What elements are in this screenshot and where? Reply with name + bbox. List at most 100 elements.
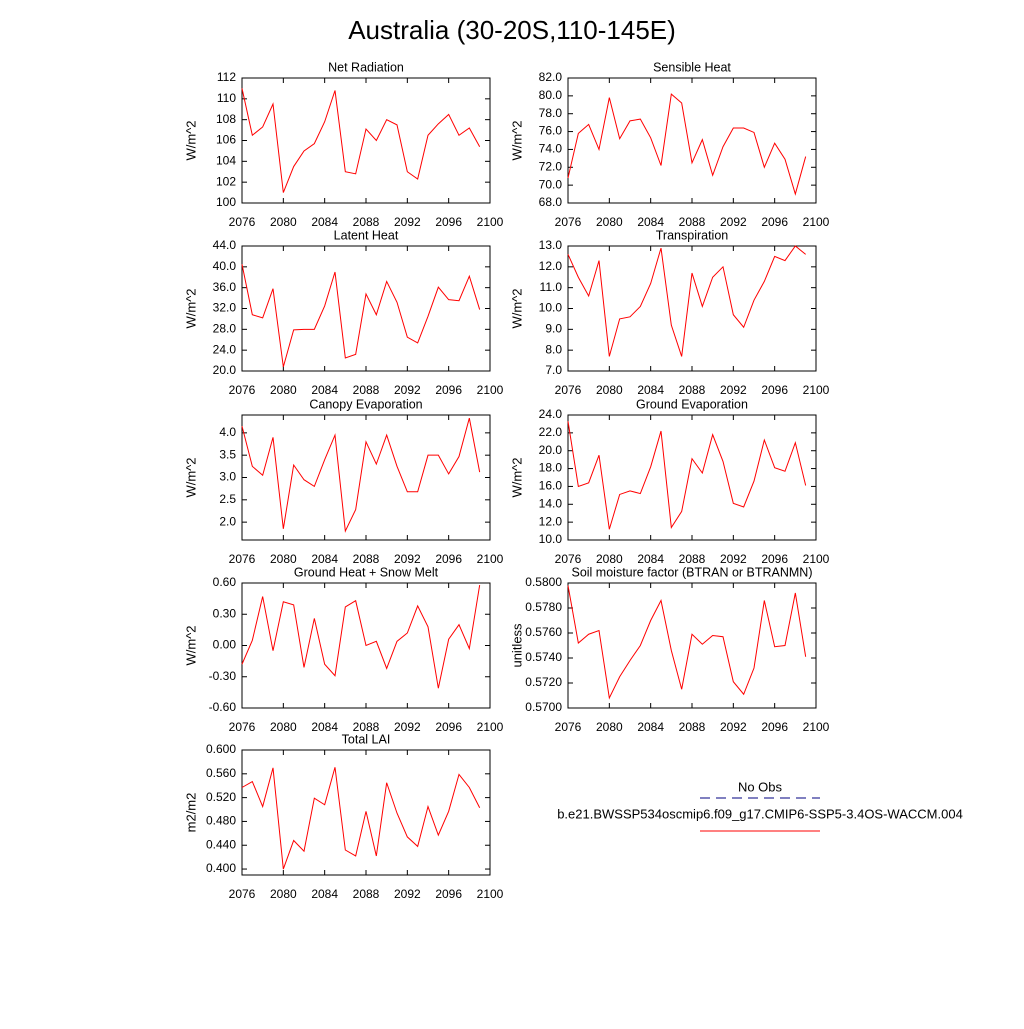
y-tick-label: 0.560 bbox=[206, 766, 236, 780]
y-tick-label: 0.480 bbox=[206, 814, 236, 828]
x-tick-label: 2080 bbox=[270, 552, 297, 566]
x-tick-label: 2100 bbox=[477, 215, 504, 229]
x-tick-label: 2096 bbox=[761, 720, 788, 734]
y-tick-label: 68.0 bbox=[539, 195, 563, 209]
x-tick-label: 2088 bbox=[679, 215, 706, 229]
plot-frame bbox=[567, 582, 817, 709]
x-tick-label: 2088 bbox=[353, 215, 380, 229]
y-tick-label: 18.0 bbox=[539, 461, 563, 475]
y-tick-label: 0.5800 bbox=[525, 575, 562, 589]
y-tick-label: 104 bbox=[216, 154, 236, 168]
data-line bbox=[241, 264, 481, 367]
y-tick-label: 102 bbox=[216, 174, 236, 188]
x-tick-label: 2088 bbox=[353, 383, 380, 397]
x-tick-label: 2084 bbox=[311, 383, 338, 397]
panel-title: Ground Evaporation bbox=[636, 397, 748, 411]
x-tick-label: 2084 bbox=[637, 215, 664, 229]
plot-frame bbox=[241, 245, 491, 372]
y-tick-label: 44.0 bbox=[213, 238, 237, 252]
data-line bbox=[567, 421, 807, 530]
plot-frame bbox=[241, 77, 491, 204]
y-tick-label: 10.0 bbox=[539, 301, 563, 315]
y-tick-label: 12.0 bbox=[539, 259, 563, 273]
legend-label: No Obs bbox=[738, 779, 783, 794]
y-tick-label: 24.0 bbox=[539, 407, 563, 421]
x-tick-label: 2092 bbox=[720, 552, 747, 566]
y-tick-label: -0.60 bbox=[209, 700, 237, 714]
y-tick-label: 72.0 bbox=[539, 159, 563, 173]
y-tick-label: 20.0 bbox=[213, 363, 237, 377]
y-tick-label: 0.5740 bbox=[525, 650, 562, 664]
panel-title: Transpiration bbox=[656, 228, 729, 242]
y-tick-label: 0.5700 bbox=[525, 700, 562, 714]
y-axis-label: W/m^2 bbox=[509, 457, 524, 497]
y-tick-label: 80.0 bbox=[539, 88, 563, 102]
plot-frame bbox=[567, 414, 817, 541]
x-tick-label: 2092 bbox=[394, 215, 421, 229]
y-tick-label: 32.0 bbox=[213, 301, 237, 315]
x-tick-label: 2100 bbox=[803, 383, 830, 397]
data-line bbox=[241, 418, 481, 533]
panel-title: Net Radiation bbox=[328, 60, 404, 74]
y-tick-label: 16.0 bbox=[539, 479, 563, 493]
y-tick-label: 24.0 bbox=[213, 342, 237, 356]
y-tick-label: 2.5 bbox=[219, 492, 236, 506]
x-tick-label: 2080 bbox=[596, 383, 623, 397]
x-tick-label: 2080 bbox=[596, 552, 623, 566]
y-tick-label: 0.60 bbox=[213, 575, 237, 589]
data-line bbox=[567, 245, 806, 357]
x-tick-label: 2076 bbox=[555, 720, 582, 734]
panel-title: Soil moisture factor (BTRAN or BTRANMN) bbox=[571, 565, 812, 579]
y-tick-label: 112 bbox=[217, 70, 236, 84]
x-tick-label: 2076 bbox=[229, 552, 256, 566]
y-tick-label: 13.0 bbox=[539, 238, 563, 252]
y-tick-label: 0.520 bbox=[206, 790, 236, 804]
y-tick-label: 22.0 bbox=[539, 425, 563, 439]
y-tick-label: 7.0 bbox=[545, 363, 562, 377]
y-tick-label: 36.0 bbox=[213, 280, 237, 294]
y-tick-label: 0.30 bbox=[213, 606, 237, 620]
y-tick-label: 108 bbox=[216, 112, 236, 126]
y-axis-label: m2/m2 bbox=[183, 793, 198, 833]
x-tick-label: 2092 bbox=[394, 552, 421, 566]
x-tick-label: 2076 bbox=[555, 552, 582, 566]
y-tick-label: 110 bbox=[217, 91, 236, 105]
x-tick-label: 2080 bbox=[270, 215, 297, 229]
y-tick-label: 11.0 bbox=[540, 280, 563, 294]
y-axis-label: W/m^2 bbox=[183, 288, 198, 328]
x-tick-label: 2076 bbox=[229, 887, 256, 901]
y-tick-label: 78.0 bbox=[539, 106, 563, 120]
panel-title: Total LAI bbox=[342, 732, 391, 746]
data-line bbox=[567, 585, 807, 700]
x-tick-label: 2088 bbox=[679, 720, 706, 734]
x-tick-label: 2100 bbox=[477, 887, 504, 901]
y-tick-label: 0.5760 bbox=[525, 625, 562, 639]
x-tick-label: 2084 bbox=[311, 552, 338, 566]
x-tick-label: 2096 bbox=[435, 552, 462, 566]
y-tick-label: 20.0 bbox=[539, 443, 563, 457]
y-tick-label: -0.30 bbox=[209, 669, 237, 683]
y-tick-label: 74.0 bbox=[539, 142, 563, 156]
panel-title: Ground Heat + Snow Melt bbox=[294, 565, 439, 579]
x-tick-label: 2088 bbox=[353, 887, 380, 901]
y-tick-label: 106 bbox=[216, 133, 236, 147]
y-tick-label: 3.5 bbox=[219, 447, 236, 461]
y-tick-label: 4.0 bbox=[219, 425, 236, 439]
y-tick-label: 12.0 bbox=[539, 514, 563, 528]
x-tick-label: 2100 bbox=[803, 215, 830, 229]
x-tick-label: 2088 bbox=[353, 552, 380, 566]
plot-frame bbox=[567, 77, 817, 204]
x-tick-label: 2084 bbox=[637, 720, 664, 734]
x-tick-label: 2096 bbox=[435, 887, 462, 901]
y-axis-label: W/m^2 bbox=[509, 288, 524, 328]
x-tick-label: 2088 bbox=[679, 552, 706, 566]
plot-frame bbox=[567, 245, 817, 372]
x-tick-label: 2092 bbox=[394, 887, 421, 901]
x-tick-label: 2096 bbox=[435, 720, 462, 734]
x-tick-label: 2092 bbox=[720, 383, 747, 397]
y-tick-label: 2.0 bbox=[219, 514, 236, 528]
x-tick-label: 2080 bbox=[596, 215, 623, 229]
y-axis-label: unitless bbox=[509, 623, 524, 668]
x-tick-label: 2096 bbox=[761, 552, 788, 566]
